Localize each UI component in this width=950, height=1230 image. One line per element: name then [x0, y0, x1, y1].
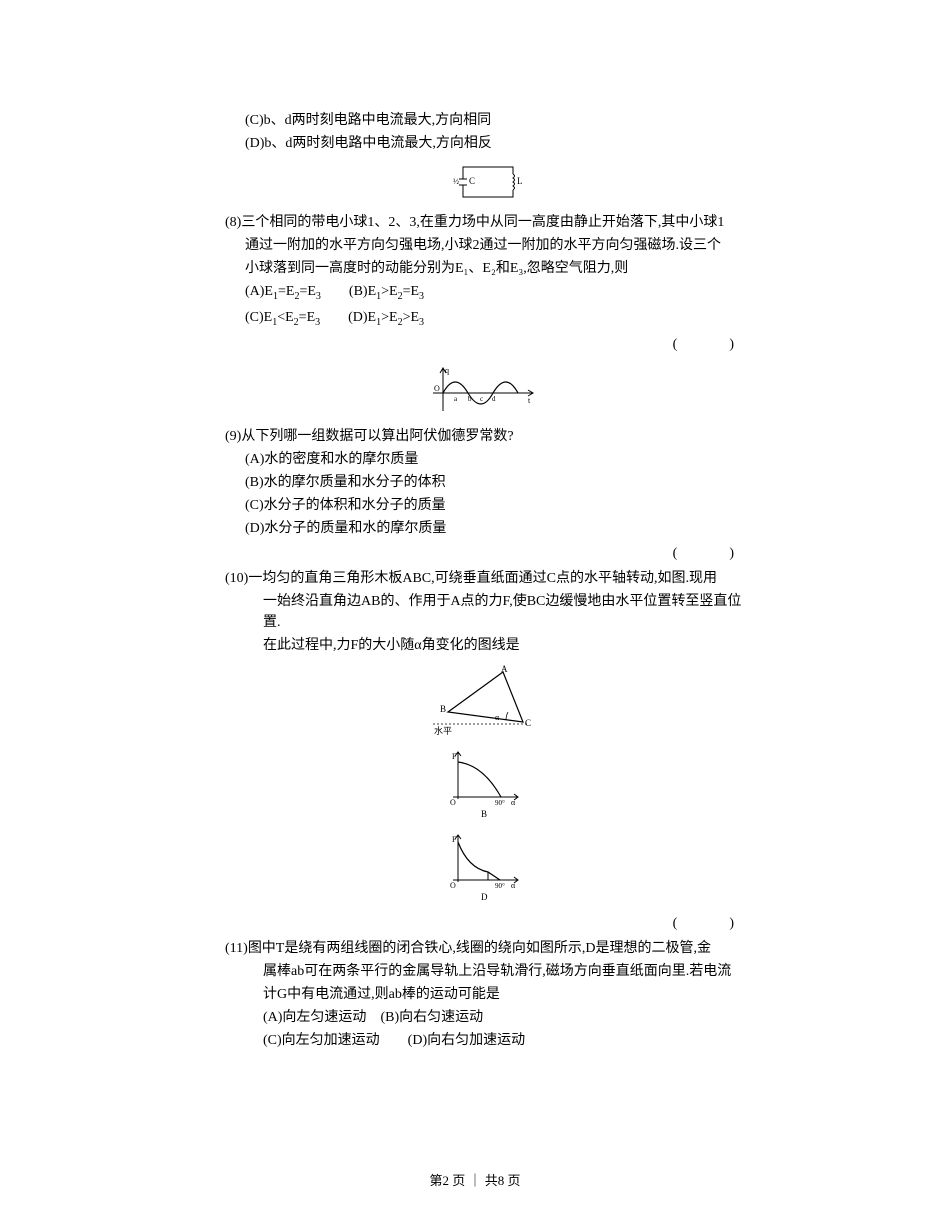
lc-label-C: C [469, 176, 475, 186]
svg-text:F: F [452, 835, 457, 844]
q8-stem: (8)三个相同的带电小球1、2、3,在重力场中从同一高度由静止开始落下,其中小球… [225, 212, 750, 233]
q9: (9)从下列哪一组数据可以算出阿伏伽德罗常数? [225, 426, 750, 447]
figure-graph-B: F O 90° α B [225, 747, 750, 822]
q10-num: (10) [225, 571, 248, 586]
q9-bracket: ( ) [225, 543, 750, 564]
q8-optB: (B)E1>E2=E3 [349, 281, 424, 304]
q8-optA: (A)E1=E2=E3 [245, 281, 321, 304]
svg-text:F: F [452, 752, 457, 761]
q9-optB: (B)水的摩尔质量和水分子的体积 [225, 472, 750, 493]
svg-text:t: t [528, 396, 531, 405]
svg-text:B: B [481, 809, 487, 819]
svg-text:a: a [454, 395, 458, 403]
figure-graph-D: F O 90° α D [225, 830, 750, 905]
svg-text:90°: 90° [495, 882, 505, 890]
q10: (10)一均匀的直角三角形木板ABC,可绕垂直纸面通过C点的水平轴转动,如图.现… [225, 568, 750, 589]
svg-text:水平: 水平 [434, 725, 452, 736]
lc-label-L: L [517, 176, 523, 186]
figure-lc-circuit: ½ C L [225, 162, 750, 204]
q7-optD: (D)b、d两时刻电路中电流最大,方向相反 [225, 133, 750, 154]
q11-row2: (C)向左匀加速运动 (D)向右匀加速运动 [225, 1030, 750, 1051]
q9-optA: (A)水的密度和水的摩尔质量 [225, 449, 750, 470]
svg-text:b: b [468, 395, 472, 403]
q7-optC: (C)b、d两时刻电路中电流最大,方向相同 [225, 110, 750, 131]
svg-text:O: O [450, 798, 456, 807]
q8-optD: (D)E1>E2>E3 [348, 307, 424, 330]
svg-text:B: B [440, 704, 446, 714]
svg-text:A: A [501, 664, 508, 674]
svg-text:D: D [481, 892, 488, 902]
svg-text:C: C [525, 718, 531, 728]
q9-optC: (C)水分子的体积和水分子的质量 [225, 495, 750, 516]
q11: (11)图中T是绕有两组线圈的闭合铁心,线圈的绕向如图所示,D是理想的二极管,金 [225, 938, 750, 959]
q8-bracket: ( ) [225, 334, 750, 355]
q11-row1: (A)向左匀速运动 (B)向右匀速运动 [225, 1007, 750, 1028]
q9-num: (9) [225, 429, 241, 444]
q8-optC: (C)E1<E2=E3 [245, 307, 320, 330]
svg-text:d: d [492, 395, 496, 403]
svg-text:O: O [450, 881, 456, 890]
figure-triangle: A B C 水平 α [225, 664, 750, 739]
q10-bracket: ( ) [225, 913, 750, 934]
q9-optD: (D)水分子的质量和水的摩尔质量 [225, 518, 750, 539]
figure-wave: q O a b c d t [225, 363, 750, 418]
svg-text:c: c [480, 395, 483, 403]
q11-num: (11) [225, 941, 248, 956]
page-footer: 第2 页 ｜ 共8 页 [0, 1171, 950, 1191]
svg-text:α: α [495, 713, 500, 722]
svg-text:O: O [434, 384, 440, 393]
lc-label-half: ½ [453, 177, 459, 186]
q8-num: (8) [225, 215, 241, 230]
svg-text:90°: 90° [495, 799, 505, 807]
svg-text:q: q [445, 366, 449, 375]
